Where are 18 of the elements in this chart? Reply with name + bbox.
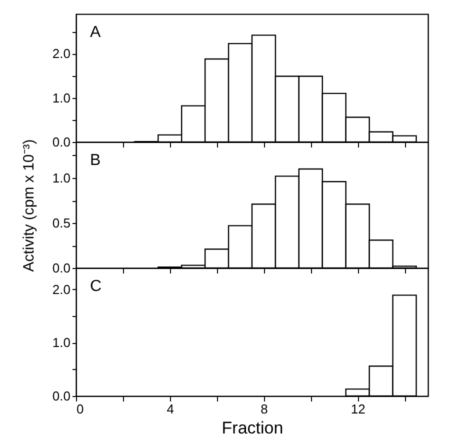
x-tick-label: 8 — [260, 402, 268, 416]
y-tick-label: 2.0 — [52, 282, 70, 297]
annotation: A — [90, 24, 101, 41]
y-tick-label: 2.0 — [52, 46, 70, 62]
x-axis-title: Fraction — [222, 418, 284, 437]
annotation: C — [90, 278, 102, 295]
y-tick-label: 0.5 — [52, 216, 70, 230]
y-tick-label: 1.0 — [52, 170, 70, 186]
x-tick-label: 12 — [350, 402, 366, 416]
y-axis-title: Activity (cpm x 10⁻³) — [20, 139, 38, 272]
y-tick-label: 0.0 — [52, 388, 70, 404]
x-tick-label: 0 — [76, 402, 84, 416]
y-tick-label: 1.0 — [52, 335, 70, 350]
y-tick-label: 1.0 — [52, 90, 70, 106]
x-tick-label: 4 — [166, 402, 174, 416]
y-tick-label: 0.0 — [52, 260, 70, 276]
y-tick-label: 0.0 — [52, 134, 70, 150]
annotation: B — [90, 152, 101, 169]
